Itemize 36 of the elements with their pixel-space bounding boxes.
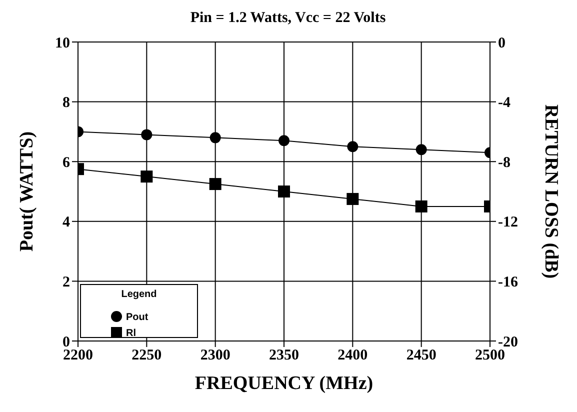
point: [278, 135, 290, 146]
x-tick-label: 2500: [475, 348, 505, 364]
point: [278, 186, 290, 198]
point: [347, 141, 358, 152]
y-tick-label: 4: [62, 214, 70, 231]
y-tick-label: 0: [62, 334, 70, 350]
point: [346, 192, 359, 205]
legend-title: Legend: [120, 289, 158, 300]
x-tick-label: 2200: [63, 348, 93, 364]
y2-tick-label: -16: [498, 274, 518, 291]
point: [209, 178, 222, 190]
x-tick-label: 2450: [406, 348, 436, 364]
point: [140, 170, 153, 183]
y2-tick-label: 0: [498, 35, 506, 52]
y2-tick-label: -20: [498, 334, 518, 350]
legend-label: Rl: [126, 328, 136, 339]
chart-title: Pin = 1.2 Watts, Vcc = 22 Volts: [189, 10, 387, 27]
x-axis-title: FREQUENCY (MHz): [194, 373, 374, 394]
point: [416, 144, 427, 156]
legend-label: Pout: [126, 312, 148, 323]
y2-tick-label: -8: [498, 154, 510, 171]
x-tick-label: 2350: [269, 348, 299, 364]
x-tick-label: 2400: [338, 348, 368, 364]
point: [141, 129, 152, 140]
point: [210, 132, 221, 144]
y2-tick-label: -4: [498, 95, 511, 112]
x-tick-label: 2250: [132, 348, 162, 364]
y2-axis-title: RETURN LOSS (dB): [540, 104, 562, 279]
y-tick-label: 2: [62, 274, 70, 291]
y-tick-label: 8: [62, 95, 70, 112]
point: [415, 200, 428, 212]
y2-tick-label: -12: [498, 214, 518, 231]
x-tick-label: 2300: [200, 348, 230, 364]
y-tick-label: 10: [55, 35, 70, 52]
y-tick-label: 6: [62, 154, 70, 171]
y-axis-title: Pout( WATTS): [16, 131, 38, 252]
